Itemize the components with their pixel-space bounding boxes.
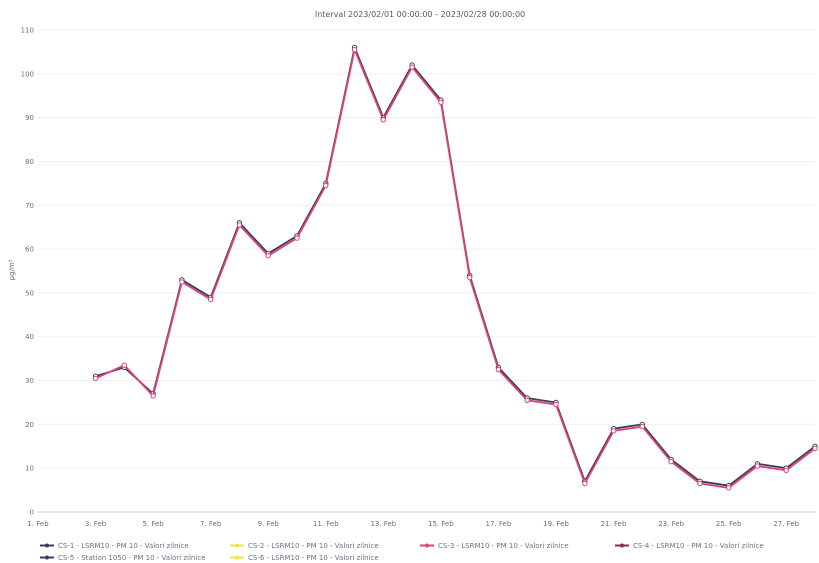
- data-point[interactable]: [467, 274, 473, 281]
- legend-item[interactable]: CS-3 - LSRM10 - PM 10 - Valori zilnice: [420, 542, 569, 550]
- data-point[interactable]: [179, 279, 185, 285]
- y-axis-ticks: 0 10 20 30 40 50 60 70 80 90 100 110: [21, 27, 34, 517]
- data-point[interactable]: [668, 458, 674, 465]
- legend-item[interactable]: CS-4 - LSRM10 - PM 10 - Valori zilnice: [615, 542, 764, 550]
- y-tick-label: 0: [30, 509, 34, 517]
- y-tick-label: 70: [25, 202, 34, 210]
- data-point[interactable]: [438, 99, 444, 106]
- data-point[interactable]: [409, 64, 415, 70]
- y-tick-label: 20: [25, 421, 34, 429]
- data-point[interactable]: [812, 445, 818, 452]
- legend-swatch-marker: [235, 543, 239, 548]
- y-tick-label: 30: [25, 377, 34, 385]
- legend-item[interactable]: CS-5 - Station 1050 - PM 10 - Valori zil…: [40, 554, 205, 562]
- data-point[interactable]: [265, 253, 271, 259]
- x-tick-label: 21. Feb: [601, 520, 627, 528]
- legend-item[interactable]: CS-6 - LSRM10 - PM 10 - Valori zilnice: [230, 554, 379, 562]
- y-tick-label: 110: [21, 27, 34, 35]
- data-point[interactable]: [639, 423, 645, 430]
- x-tick-label: 17. Feb: [486, 520, 512, 528]
- x-tick-label: 13. Feb: [370, 520, 396, 528]
- y-tick-label: 40: [25, 333, 34, 341]
- data-point[interactable]: [380, 117, 386, 123]
- x-tick-label: 27. Feb: [773, 520, 799, 528]
- y-tick-label: 100: [21, 70, 34, 78]
- gridlines: [38, 29, 815, 513]
- legend-label: CS-2 - LSRM10 - PM 10 - Valori zilnice: [248, 542, 379, 550]
- data-point[interactable]: [150, 393, 156, 399]
- legend-item[interactable]: CS-1 - LSRM10 - PM 10 - Valori zilnice: [40, 542, 189, 550]
- y-tick-label: 80: [25, 158, 34, 166]
- series-line: [95, 48, 816, 489]
- legend-label: CS-5 - Station 1050 - PM 10 - Valori zil…: [58, 554, 205, 562]
- y-axis-label: µg/m³: [8, 259, 16, 280]
- data-point[interactable]: [495, 366, 502, 373]
- legend[interactable]: CS-1 - LSRM10 - PM 10 - Valori zilnice CS…: [40, 542, 764, 562]
- legend-swatch-marker: [45, 555, 49, 560]
- data-point[interactable]: [323, 182, 329, 189]
- series-3: [92, 47, 818, 491]
- y-tick-label: 50: [25, 289, 34, 297]
- legend-swatch-marker: [45, 543, 49, 548]
- data-point[interactable]: [582, 480, 588, 487]
- data-point[interactable]: [294, 235, 300, 241]
- legend-swatch-marker: [425, 543, 429, 548]
- data-point[interactable]: [610, 428, 617, 434]
- x-tick-label: 23. Feb: [658, 520, 684, 528]
- legend-swatch-marker: [235, 555, 239, 560]
- x-tick-label: 25. Feb: [716, 520, 742, 528]
- chart-title: Interval 2023/02/01 00:00:00 - 2023/02/2…: [315, 10, 525, 19]
- data-point[interactable]: [726, 485, 732, 491]
- legend-label: CS-3 - LSRM10 - PM 10 - Valori zilnice: [438, 542, 569, 550]
- y-tick-label: 90: [25, 114, 34, 122]
- data-point[interactable]: [754, 463, 761, 469]
- data-point[interactable]: [92, 375, 99, 382]
- x-tick-label: 3. Feb: [85, 520, 107, 528]
- x-tick-label: 15. Feb: [428, 520, 454, 528]
- legend-item[interactable]: CS-2 - LSRM10 - PM 10 - Valori zilnice: [230, 542, 379, 550]
- data-point[interactable]: [351, 47, 358, 53]
- y-tick-label: 60: [25, 246, 34, 254]
- x-axis-ticks: 1. Feb 3. Feb 5. Feb 7. Feb 9. Feb 11. Feb 13.…: [27, 520, 799, 528]
- x-tick-label: 1. Feb: [27, 520, 49, 528]
- data-point[interactable]: [524, 397, 530, 403]
- legend-label: CS-1 - LSRM10 - PM 10 - Valori zilnice: [58, 542, 189, 550]
- series-1: [92, 44, 818, 489]
- legend-label: CS-6 - LSRM10 - PM 10 - Valori zilnice: [248, 554, 379, 562]
- data-point[interactable]: [236, 222, 243, 228]
- series-line: [95, 46, 816, 487]
- data-point[interactable]: [121, 362, 128, 368]
- series-group: [92, 44, 818, 491]
- x-tick-label: 19. Feb: [543, 520, 569, 528]
- x-tick-label: 11. Feb: [313, 520, 339, 528]
- data-point[interactable]: [697, 480, 703, 487]
- x-tick-label: 5. Feb: [142, 520, 164, 528]
- legend-swatch-marker: [620, 543, 624, 548]
- data-point[interactable]: [553, 401, 559, 408]
- x-tick-label: 9. Feb: [258, 520, 280, 528]
- y-tick-label: 10: [25, 465, 34, 473]
- data-point[interactable]: [208, 296, 214, 303]
- legend-label: CS-4 - LSRM10 - PM 10 - Valori zilnice: [633, 542, 764, 550]
- x-tick-label: 7. Feb: [200, 520, 222, 528]
- data-point[interactable]: [783, 467, 789, 474]
